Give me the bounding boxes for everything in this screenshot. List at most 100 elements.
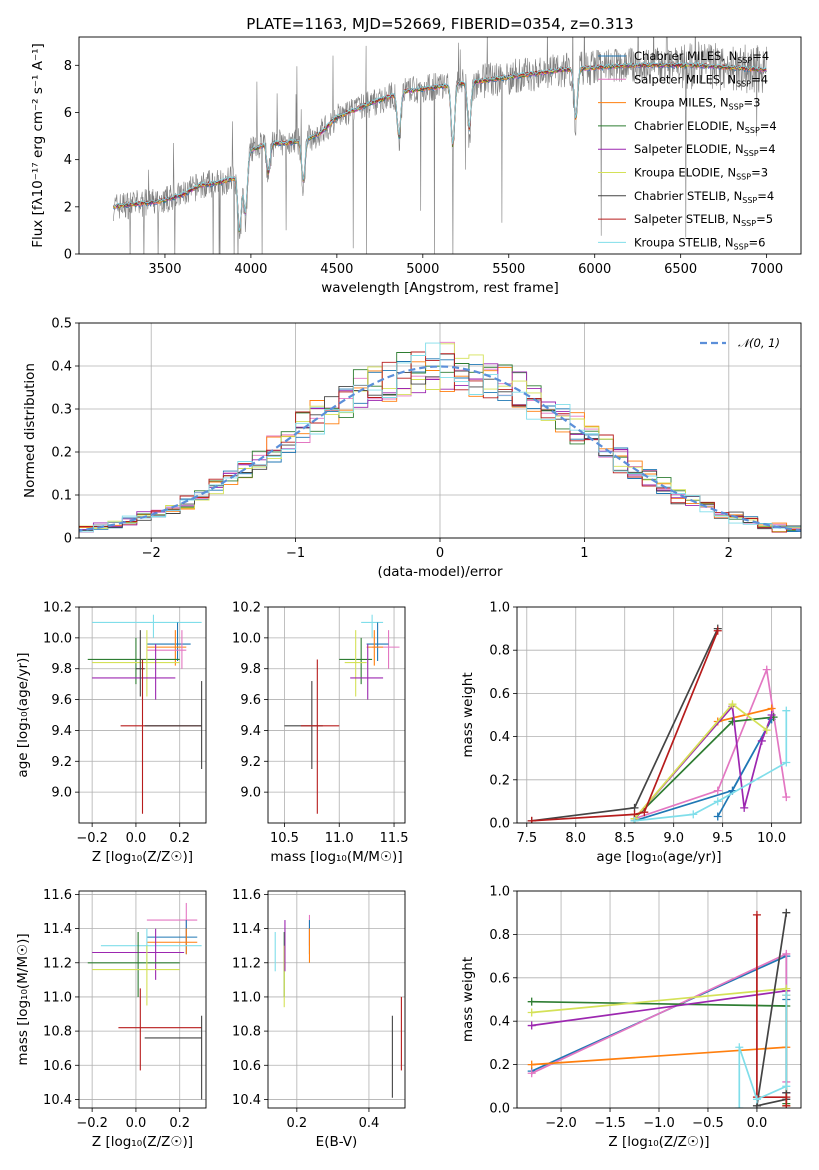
errorbar-point-7 xyxy=(135,630,145,697)
errorbar-point-0 xyxy=(146,902,198,946)
weight-series-8 xyxy=(738,995,788,1108)
point-marker xyxy=(713,786,722,795)
legend-label: Kroupa ELODIE, NSSP=3 xyxy=(634,166,768,182)
axes-frame xyxy=(267,890,406,1109)
errorbar-point-9 xyxy=(144,681,203,769)
errorbar-point-2 xyxy=(366,622,389,661)
y-tick-label: 9.6 xyxy=(51,693,72,708)
point-marker xyxy=(752,1095,761,1104)
y-tick-label: 9.8 xyxy=(51,662,72,677)
y-tick-label: 9.0 xyxy=(240,786,261,801)
y-tick-label: 11.4 xyxy=(232,922,261,937)
point-marker xyxy=(713,797,722,806)
x-tick-label: 0.0 xyxy=(747,1116,768,1131)
point-marker xyxy=(782,758,791,767)
x-tick-label: 11.0 xyxy=(325,831,354,846)
legend-label: Kroupa MILES, NSSP=3 xyxy=(634,96,760,112)
panel-mass_vs_Z: −0.2 0.0 0.2 10.4 10.6 10.8 11.0 11.2 11.4 11.6 Z … xyxy=(15,888,207,1150)
point-marker xyxy=(630,816,639,823)
legend-count: =4 xyxy=(751,72,768,86)
plot-area-age_vs_mass xyxy=(284,614,400,814)
y-tick-label: 0 xyxy=(64,532,72,547)
x-tick-label: −1.5 xyxy=(594,1116,626,1131)
point-marker xyxy=(752,910,761,919)
errorbar-point-3 xyxy=(366,630,384,666)
point-marker xyxy=(527,997,536,1006)
y-axis-label: Normed distribution xyxy=(22,363,38,498)
errorbar-point-5 xyxy=(87,932,180,997)
errorbar-point-1 xyxy=(146,920,198,955)
errorbar-point-2 xyxy=(146,630,187,666)
legend-label: Salpeter ELODIE, NSSP=4 xyxy=(634,142,776,158)
point-marker xyxy=(735,1043,744,1052)
x-tick-label: −2 xyxy=(142,546,161,561)
x-axis-label: Z [log₁₀(Z/Z☉)] xyxy=(608,1134,709,1150)
y-tick-label: 0.0 xyxy=(489,1102,510,1117)
point-marker xyxy=(782,908,791,917)
point-marker xyxy=(527,816,536,823)
errorbar-point-2 xyxy=(146,928,198,955)
point-marker xyxy=(527,1008,536,1017)
point-marker xyxy=(740,803,749,812)
plot-area-residuals xyxy=(79,341,801,536)
y-tick-label: 10.2 xyxy=(232,601,261,616)
y-tick-label: 9.2 xyxy=(51,755,72,770)
model-spectrum-8 xyxy=(113,61,767,231)
y-tick-label: 10.6 xyxy=(43,1059,72,1074)
y-tick-label: 0.8 xyxy=(489,644,510,659)
axes-frame xyxy=(78,606,207,824)
point-marker xyxy=(782,1101,791,1108)
y-tick-label: 0.2 xyxy=(489,773,510,788)
x-axis-label: (data-model)/error xyxy=(377,564,503,580)
point-marker xyxy=(782,706,791,715)
y-tick-label: 0.5 xyxy=(51,317,72,332)
x-tick-label: 0.4 xyxy=(359,1116,380,1131)
x-tick-label: 0.2 xyxy=(169,831,190,846)
x-tick-label: 6000 xyxy=(578,262,611,277)
legend-subscript: SSP xyxy=(736,173,751,182)
panel-age_vs_Z: −0.2 0.0 0.2 9.0 9.2 9.4 9.6 9.8 10.0 10.2 Z [log₁… xyxy=(15,601,207,865)
axes-frame xyxy=(78,322,802,539)
weight-series-7 xyxy=(531,630,719,822)
errorbar-point-6 xyxy=(350,644,384,700)
panel-weight_vs_age: 7.5 8.0 8.5 9.0 9.5 10.0 0.0 0.2 0.4 0.6 0.8 1.0 age… xyxy=(460,601,802,865)
y-tick-label: 11.4 xyxy=(43,922,72,937)
x-tick-label: 5000 xyxy=(406,262,439,277)
plot-area-weight_vs_Z xyxy=(527,908,791,1108)
errorbar-point-0 xyxy=(361,614,384,638)
y-tick-label: 1.0 xyxy=(489,601,510,616)
y-tick-label: 10.2 xyxy=(43,601,72,616)
errorbar-point-8 xyxy=(144,1015,203,1100)
y-tick-label: 0.2 xyxy=(51,446,72,461)
x-axis-label: age [log₁₀(age/yr)] xyxy=(596,849,721,865)
y-tick-label: 0.4 xyxy=(489,730,510,745)
x-tick-label: −1.0 xyxy=(643,1116,675,1131)
point-marker xyxy=(527,1069,536,1078)
y-tick-label: 0.6 xyxy=(489,971,510,986)
errorbar-point-6 xyxy=(92,644,176,700)
legend-label: Chabrier STELIB, NSSP=4 xyxy=(634,189,774,205)
x-tick-label: 10.5 xyxy=(270,831,299,846)
x-tick-label: 11.5 xyxy=(380,831,409,846)
legend-subscript: SSP xyxy=(741,219,756,228)
plot-area-weight_vs_age xyxy=(527,624,791,823)
x-tick-label: 4000 xyxy=(234,262,267,277)
x-axis-label: E(B-V) xyxy=(316,1134,358,1150)
errorbar-point-0 xyxy=(92,614,202,638)
residual-histogram-8 xyxy=(79,342,801,533)
weight-series-3 xyxy=(633,716,774,820)
y-tick-label: 6 xyxy=(64,106,72,121)
x-tick-label: 8.5 xyxy=(614,831,635,846)
legend-subscript: SSP xyxy=(736,79,751,88)
y-tick-label: 11.0 xyxy=(232,990,261,1005)
legend-count: =4 xyxy=(757,189,774,203)
axes-frame xyxy=(78,36,802,255)
point-marker xyxy=(640,808,649,817)
x-tick-label: 0.0 xyxy=(126,831,147,846)
point-marker xyxy=(713,812,722,821)
errorbar-point-8 xyxy=(300,659,340,814)
legend-label: Salpeter STELIB, NSSP=5 xyxy=(634,212,773,228)
legend-label: Chabrier MILES, NSSP=4 xyxy=(634,49,769,65)
legend-count: =4 xyxy=(760,119,777,133)
x-axis-label: Z [log₁₀(Z/Z☉)] xyxy=(92,1134,193,1150)
